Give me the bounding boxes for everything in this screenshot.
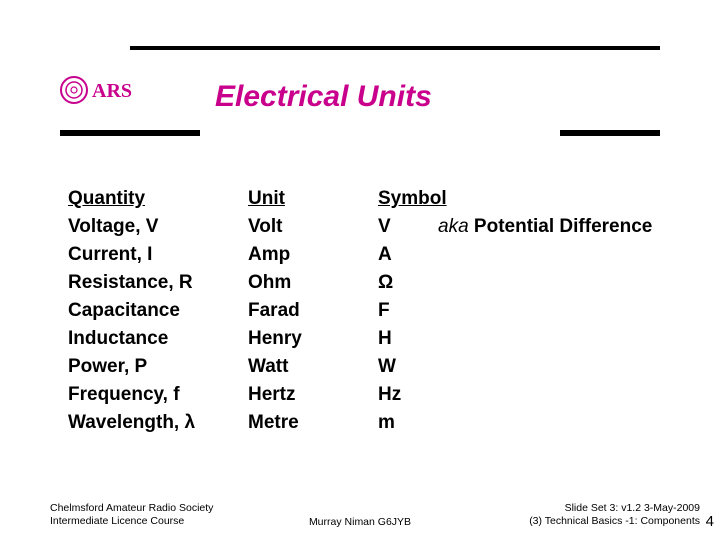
cell-quantity: Current, I — [68, 241, 248, 269]
cell-symbol: Ω — [378, 269, 438, 297]
top-rule — [130, 46, 660, 50]
cell-symbol: m — [378, 409, 438, 437]
cell-quantity: Wavelength, λ — [68, 409, 248, 437]
table-row: Power, P Watt W — [68, 353, 688, 381]
cell-unit: Farad — [248, 297, 378, 325]
cell-unit: Henry — [248, 325, 378, 353]
table-row: Inductance Henry H — [68, 325, 688, 353]
cell-quantity: Inductance — [68, 325, 248, 353]
cell-unit: Volt — [248, 213, 378, 241]
table-row: Capacitance Farad F — [68, 297, 688, 325]
cell-symbol: A — [378, 241, 438, 269]
footer-slideset: Slide Set 3: v1.2 3-May-2009 — [480, 502, 700, 515]
footer-right: Slide Set 3: v1.2 3-May-2009 (3) Technic… — [480, 502, 700, 528]
cell-quantity: Voltage, V — [68, 213, 248, 241]
footer-left: Chelmsford Amateur Radio Society Interme… — [50, 502, 240, 528]
units-table: Quantity Unit Symbol Voltage, V Volt V a… — [68, 185, 688, 437]
cell-quantity: Power, P — [68, 353, 248, 381]
note-text: Potential Difference — [469, 216, 653, 237]
footer-topic: (3) Technical Basics -1: Components — [480, 515, 700, 528]
cell-unit: Amp — [248, 241, 378, 269]
cell-symbol: W — [378, 353, 438, 381]
cell-symbol: V — [378, 213, 438, 241]
table-row: Current, I Amp A — [68, 241, 688, 269]
page-number: 4 — [706, 513, 714, 530]
cell-quantity: Capacitance — [68, 297, 248, 325]
cell-symbol: F — [378, 297, 438, 325]
footer-author: Murray Niman G6JYB — [240, 516, 480, 528]
header-symbol: Symbol — [378, 185, 438, 213]
table-row: Frequency, f Hertz Hz — [68, 381, 688, 409]
cell-symbol: Hz — [378, 381, 438, 409]
title-underline-right — [560, 130, 660, 136]
table-row: Resistance, R Ohm Ω — [68, 269, 688, 297]
cars-logo-icon: ARS — [58, 70, 138, 110]
cell-quantity: Resistance, R — [68, 269, 248, 297]
cell-quantity: Frequency, f — [68, 381, 248, 409]
title-underline-left — [60, 130, 200, 136]
footer-course: Intermediate Licence Course — [50, 515, 240, 528]
slide-footer: Chelmsford Amateur Radio Society Interme… — [50, 502, 700, 528]
footer-org: Chelmsford Amateur Radio Society — [50, 502, 240, 515]
header-unit: Unit — [248, 185, 378, 213]
logo: ARS — [58, 70, 138, 115]
cell-symbol: H — [378, 325, 438, 353]
cell-note: aka Potential Difference — [438, 213, 652, 241]
table-row: Wavelength, λ Metre m — [68, 409, 688, 437]
slide-title: Electrical Units — [215, 80, 432, 114]
logo-text: ARS — [92, 80, 132, 102]
cell-unit: Metre — [248, 409, 378, 437]
header-quantity: Quantity — [68, 185, 248, 213]
table-row: Voltage, V Volt V aka Potential Differen… — [68, 213, 688, 241]
cell-unit: Ohm — [248, 269, 378, 297]
cell-unit: Hertz — [248, 381, 378, 409]
aka-label: aka — [438, 216, 469, 237]
cell-unit: Watt — [248, 353, 378, 381]
table-header-row: Quantity Unit Symbol — [68, 185, 688, 213]
